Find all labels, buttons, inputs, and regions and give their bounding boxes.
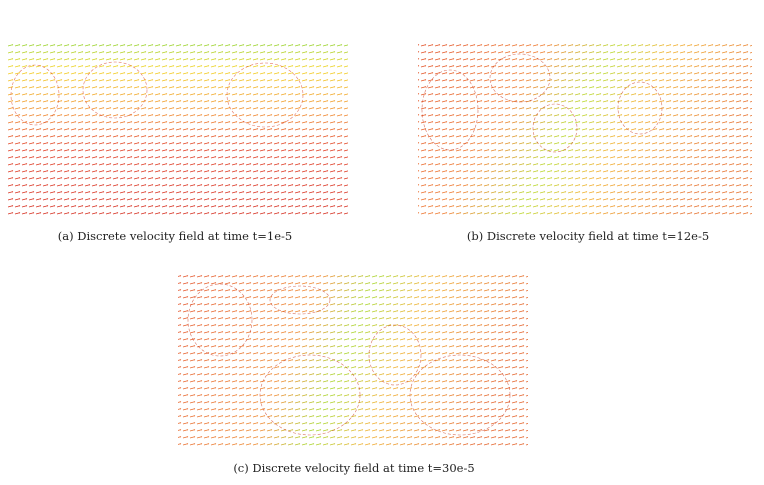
caption: (c) Discrete velocity field at time t=30… [233, 461, 474, 475]
velocity-field-c [178, 272, 528, 448]
caption: (b) Discrete velocity field at time t=12… [467, 229, 709, 243]
velocity-field-a [8, 42, 348, 218]
velocity-field-b [418, 42, 752, 215]
caption: (a) Discrete velocity field at time t=1e… [58, 229, 292, 243]
